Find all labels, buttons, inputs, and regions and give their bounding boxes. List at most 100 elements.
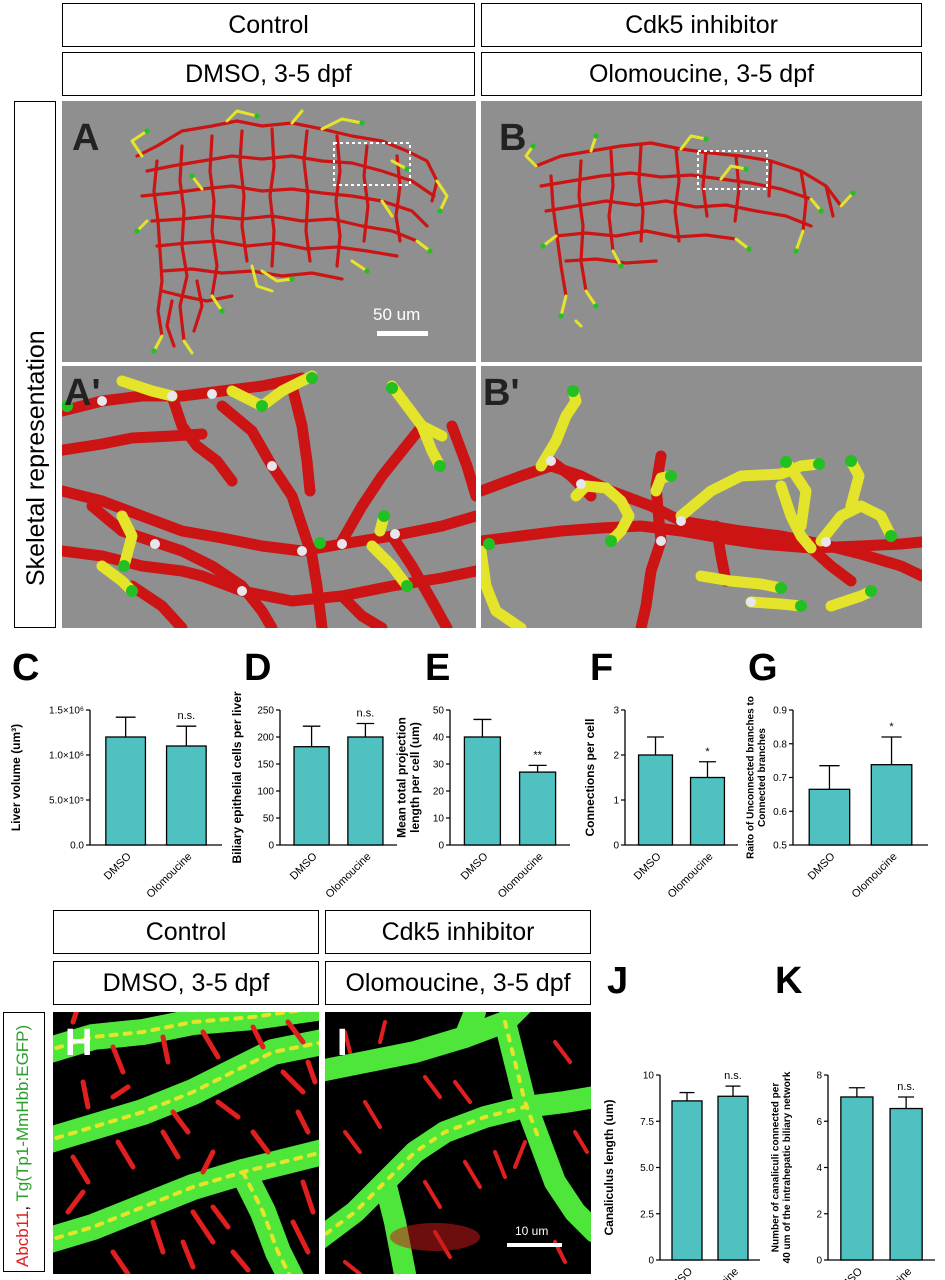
y-tick-label: 40 xyxy=(433,733,445,744)
significance-label: n.s. xyxy=(177,710,195,722)
category-label: Olomoucine xyxy=(864,1266,914,1280)
panel-a-skeleton: A 50 um xyxy=(62,101,476,362)
bar-olomoucine xyxy=(889,1107,923,1261)
y-tick-label: 200 xyxy=(257,733,274,744)
y-tick-label: 10 xyxy=(433,814,445,825)
y-tick-label: 8 xyxy=(816,1071,822,1082)
y-tick-label: 7.5 xyxy=(640,1117,654,1128)
bottom-condition-dmso: DMSO, 3-5 dpf xyxy=(53,961,319,1005)
skeletal-representation-label: Skeletal representation xyxy=(22,330,50,586)
panel-letter-a-prime: A' xyxy=(64,372,101,414)
y-tick-label: 50 xyxy=(263,814,275,825)
category-label: DMSO xyxy=(663,1265,695,1280)
y-tick-label: 5.0 xyxy=(640,1163,654,1174)
y-tick-label: 3 xyxy=(613,706,619,717)
category-label: Olomoucine xyxy=(496,851,546,901)
condition-olomoucine: Olomoucine, 3-5 dpf xyxy=(481,52,922,96)
y-axis-label: Liver volume (um³) xyxy=(9,724,23,831)
category-label: Olomoucine xyxy=(850,851,900,901)
y-tick-label: 5.0×10⁵ xyxy=(49,796,84,807)
stain-label-box: Abcb11, Tg(Tp1-MmHbb:EGFP) xyxy=(3,1012,45,1272)
y-tick-label: 50 xyxy=(433,706,445,717)
panel-a-prime-zoom: A' xyxy=(62,366,476,628)
y-axis-label: Connections per cell xyxy=(583,718,597,836)
panel-letter-e: E xyxy=(425,647,451,689)
y-tick-label: 150 xyxy=(257,760,274,771)
y-tick-label: 0 xyxy=(268,841,274,852)
significance-label: ** xyxy=(533,749,542,761)
bottom-header-cdk5-inhibitor: Cdk5 inhibitor xyxy=(325,910,591,954)
panel-letter-j: J xyxy=(607,960,629,1002)
y-tick-label: 20 xyxy=(433,787,445,798)
y-tick-label: 2 xyxy=(613,751,619,762)
bottom-condition-olomoucine: Olomoucine, 3-5 dpf xyxy=(325,961,591,1005)
y-tick-label: 2.5 xyxy=(640,1209,654,1220)
header-cdk5-inhibitor: Cdk5 inhibitor xyxy=(481,3,922,47)
category-label: DMSO xyxy=(833,1265,865,1280)
bar-olomoucine xyxy=(165,745,207,846)
panel-letter-i: I xyxy=(337,1022,348,1064)
scalebar-label-50um: 50 um xyxy=(373,305,421,324)
y-tick-label: 250 xyxy=(257,706,274,717)
scalebar-label-10um: 10 um xyxy=(515,1224,549,1238)
panel-letter-b: B xyxy=(499,117,527,159)
bar-dmso xyxy=(105,736,147,846)
category-label: Olomoucine xyxy=(144,851,194,901)
panel-b-skeleton: B xyxy=(481,101,922,362)
y-tick-label: 0.5 xyxy=(773,841,787,852)
y-tick-label: 2 xyxy=(816,1209,822,1220)
chart-e-projection-length: 0 10 20 30 40 50 Mean total projectionlength p… xyxy=(394,706,570,901)
significance-label: * xyxy=(705,746,710,758)
y-tick-label: 6 xyxy=(816,1117,822,1128)
y-tick-label: 0.8 xyxy=(773,739,787,750)
fluorescence-image-h xyxy=(53,1012,319,1274)
scalebar-a xyxy=(377,331,428,336)
y-tick-label: 30 xyxy=(433,760,445,771)
category-label: Olomoucine xyxy=(324,851,374,901)
bar-dmso xyxy=(293,746,330,846)
bar-olomoucine xyxy=(518,771,557,846)
stain-label-separator: , xyxy=(13,1201,32,1211)
significance-label: * xyxy=(889,721,894,733)
panel-letter-g: G xyxy=(748,647,778,689)
bar-dmso xyxy=(637,754,674,846)
chart-k-canaliculi-connected: 0 2 4 6 8 Number of canaliculi connected per4… xyxy=(771,1071,935,1280)
y-tick-label: 1.0×10⁶ xyxy=(49,751,84,762)
bar-olomoucine xyxy=(347,736,384,846)
chart-j-canaliculus-length: 0 2.5 5.0 7.5 10 Canaliculus length (um) DMSO n… xyxy=(602,1070,760,1280)
bar-olomoucine xyxy=(717,1095,749,1261)
y-tick-label: 0.0 xyxy=(70,841,84,852)
y-tick-label: 100 xyxy=(257,787,274,798)
panel-letter-k: K xyxy=(775,960,803,1002)
y-tick-label: 0 xyxy=(438,841,444,852)
bottom-header-control: Control xyxy=(53,910,319,954)
chart-g-ratio: 0.5 0.6 0.7 0.8 0.9 Raito of Unconnected bran… xyxy=(746,696,928,901)
significance-label: n.s. xyxy=(897,1081,915,1093)
panel-letter-a: A xyxy=(72,117,100,159)
y-tick-label: 1.5×10⁶ xyxy=(49,706,84,717)
panel-b-prime-zoom: B' xyxy=(481,366,922,628)
bar-olomoucine xyxy=(689,776,726,846)
panel-letter-d: D xyxy=(244,647,272,689)
stain-label-tg: Tg(Tp1-MmHbb:EGFP) xyxy=(13,1024,32,1202)
skeletal-representation-label-box: Skeletal representation xyxy=(14,101,56,628)
category-label: DMSO xyxy=(102,850,134,882)
panel-i-fluorescence: I 10 um xyxy=(325,1012,591,1274)
condition-dmso: DMSO, 3-5 dpf xyxy=(62,52,475,96)
stain-label: Abcb11, Tg(Tp1-MmHbb:EGFP) xyxy=(13,1025,33,1267)
bar-dmso xyxy=(840,1096,874,1261)
skeleton-network-b xyxy=(524,133,856,328)
category-label: DMSO xyxy=(288,850,320,882)
skeleton-network-a xyxy=(130,109,449,355)
scalebar-i xyxy=(507,1243,562,1247)
significance-label: n.s. xyxy=(357,708,375,720)
y-axis-label: Canaliculus length (um) xyxy=(602,1099,616,1235)
category-label: DMSO xyxy=(806,850,838,882)
category-label: Olomoucine xyxy=(666,851,716,901)
y-tick-label: 10 xyxy=(643,1071,655,1082)
skeleton-zoom-a xyxy=(62,370,476,628)
y-axis-label: Number of canaliculi connected per40 um … xyxy=(771,1071,794,1263)
y-tick-label: 0.6 xyxy=(773,807,787,818)
category-label: DMSO xyxy=(632,850,664,882)
bar-dmso xyxy=(671,1100,703,1261)
